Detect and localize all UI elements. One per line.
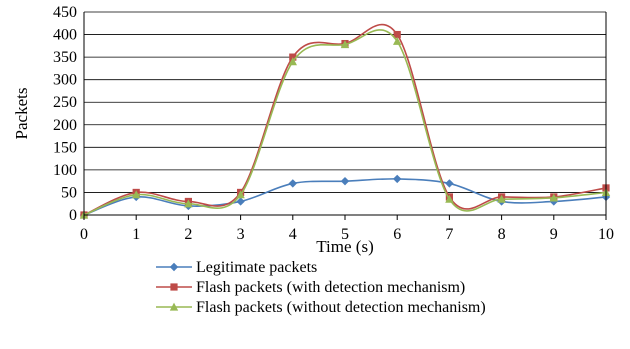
y-tick-label: 150 (53, 139, 77, 156)
legend-marker (170, 283, 178, 291)
data-point-marker (289, 53, 297, 61)
data-point-marker (393, 36, 402, 45)
series-line (83, 23, 607, 216)
x-tick-label: 7 (445, 226, 453, 243)
x-tick-label: 0 (80, 226, 88, 243)
legend-entry: Flash packets (with detection mechanism) (156, 279, 465, 296)
data-point-marker (393, 30, 401, 39)
data-point-marker (497, 194, 506, 203)
x-tick-label: 3 (237, 226, 245, 243)
x-tick-label: 4 (289, 226, 297, 243)
y-tick-label: 100 (53, 162, 77, 179)
series-layer (79, 23, 611, 220)
x-tick-label: 8 (498, 226, 506, 243)
data-point-marker (340, 176, 350, 186)
data-point-marker (445, 194, 454, 203)
data-point-marker (236, 190, 245, 199)
legend-label: Legitimate packets (196, 259, 317, 276)
y-tick-label: 400 (53, 27, 77, 44)
x-tick-label: 5 (341, 226, 349, 243)
data-point-marker (288, 179, 297, 188)
legend-marker (169, 302, 179, 311)
legend-label: Flash packets (with detection mechanism) (196, 279, 465, 296)
data-point-marker (549, 197, 558, 206)
y-tick-label: 250 (53, 94, 77, 111)
y-tick-label: 350 (53, 49, 77, 66)
x-tick-label: 2 (184, 226, 192, 243)
data-point-marker (236, 197, 245, 206)
series-2 (80, 23, 610, 219)
series-line (83, 29, 607, 216)
grid-lines (84, 11, 606, 193)
data-point-marker (288, 57, 297, 66)
x-tick-label: 9 (550, 226, 558, 243)
data-point-marker (184, 199, 193, 208)
y-tick-label: 0 (69, 207, 77, 224)
y-axis-title: Packets (12, 88, 31, 140)
y-tick-label: 450 (53, 4, 77, 21)
legend-entry: Flash packets (without detection mechani… (156, 299, 486, 316)
data-point-marker (132, 190, 141, 199)
data-point-marker (549, 193, 558, 202)
data-point-marker (393, 174, 402, 184)
legend-label: Flash packets (without detection mechani… (196, 299, 486, 316)
y-tick-label: 200 (53, 117, 77, 134)
y-tick-label: 300 (53, 72, 77, 89)
axes: 0 50 100 150 200 250 300 350 400 450 0 1 2 3 4 5 6 7 8 9 10 T… (12, 4, 614, 256)
series-3 (79, 29, 611, 219)
x-axis-title: Time (s) (316, 237, 373, 256)
y-tick-label: 50 (61, 184, 77, 201)
legend: Legitimate packets Flash packets (with de… (156, 259, 486, 316)
data-point-marker (340, 40, 350, 49)
x-tick-label: 1 (132, 226, 140, 243)
legend-marker (169, 262, 179, 272)
x-tick-label: 6 (393, 226, 401, 243)
x-tick-label: 10 (598, 226, 614, 243)
legend-entry: Legitimate packets (156, 259, 317, 276)
data-point-marker (445, 179, 454, 188)
